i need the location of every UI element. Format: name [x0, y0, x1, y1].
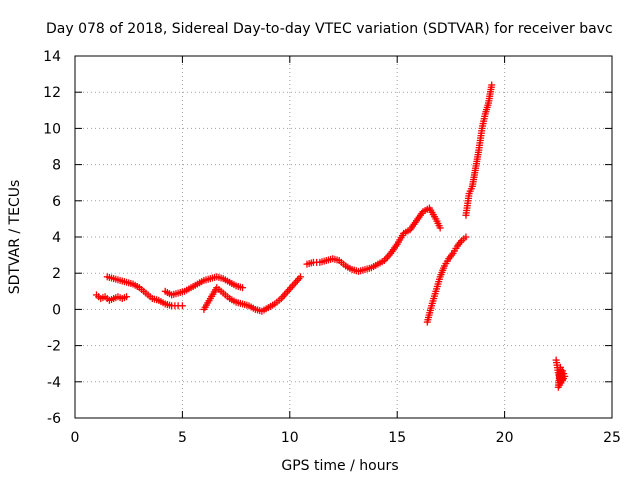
x-tick-label: 25 — [603, 430, 621, 446]
y-axis-title: SDTVAR / TECUs — [7, 180, 23, 295]
axis-ticks: 0 5 10 15 20 25 -6 -4 -2 0 2 4 6 8 10 12 14 — [43, 49, 621, 446]
data-point — [559, 376, 567, 384]
data-point — [239, 284, 247, 292]
data-point — [436, 224, 444, 232]
y-tick-label: 10 — [43, 121, 61, 137]
x-tick-label: 15 — [388, 430, 406, 446]
data-point — [488, 81, 496, 89]
data-point — [462, 233, 470, 241]
grid-lines — [75, 56, 612, 418]
x-tick-label: 10 — [281, 430, 299, 446]
y-tick-label: 2 — [52, 266, 61, 282]
x-tick-label: 20 — [496, 430, 514, 446]
y-tick-label: -2 — [47, 339, 61, 355]
y-tick-label: 8 — [52, 158, 61, 174]
y-tick-label: 12 — [43, 85, 61, 101]
y-tick-label: -6 — [47, 411, 61, 427]
y-tick-label: 6 — [52, 194, 61, 210]
y-tick-label: 0 — [52, 302, 61, 318]
y-tick-label: 14 — [43, 49, 61, 65]
chart-title: Day 078 of 2018, Sidereal Day-to-day VTE… — [46, 21, 613, 37]
data-marks — [92, 81, 569, 391]
y-tick-label: -4 — [47, 375, 61, 391]
data-point — [297, 273, 305, 281]
x-axis-title: GPS time / hours — [281, 458, 398, 474]
data-point — [178, 302, 186, 310]
x-tick-label: 0 — [71, 430, 80, 446]
x-tick-label: 5 — [178, 430, 187, 446]
y-tick-label: 4 — [52, 230, 61, 246]
data-point — [123, 293, 131, 301]
